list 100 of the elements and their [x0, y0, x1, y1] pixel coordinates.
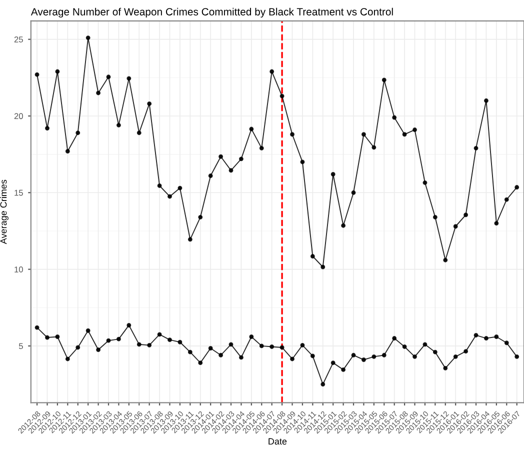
point: [157, 332, 162, 337]
point: [432, 214, 438, 220]
point: [382, 352, 386, 358]
point: [382, 78, 386, 82]
point: [402, 344, 407, 349]
point: [147, 342, 152, 348]
point: [198, 214, 203, 220]
point: [178, 186, 182, 190]
point: [259, 146, 264, 150]
point: [300, 160, 305, 164]
point: [341, 367, 346, 372]
point: [188, 237, 192, 242]
y-tick-label: 5: [18, 343, 23, 350]
point: [106, 338, 111, 343]
y-tick-label: 25: [14, 36, 23, 42]
point: [290, 356, 294, 362]
point: [157, 184, 162, 188]
point: [362, 132, 366, 137]
point: [402, 132, 407, 137]
point: [494, 334, 499, 339]
point: [86, 328, 90, 333]
point: [55, 334, 60, 339]
point: [422, 342, 428, 347]
point: [136, 130, 142, 136]
point: [126, 76, 132, 81]
y-tick-label: 20: [14, 113, 23, 120]
point: [514, 185, 520, 190]
point: [432, 350, 438, 354]
point: [464, 349, 468, 354]
point: [45, 335, 50, 340]
point: [412, 128, 417, 132]
point: [443, 366, 448, 370]
point: [320, 264, 326, 270]
point: [178, 340, 182, 344]
point: [65, 149, 70, 154]
point: [106, 74, 111, 80]
x-axis-title: Date: [268, 438, 287, 445]
point: [484, 336, 488, 341]
point: [474, 146, 478, 150]
point: [86, 36, 90, 40]
point: [270, 344, 274, 349]
point: [76, 130, 80, 136]
point: [280, 345, 284, 350]
point: [96, 90, 101, 96]
point: [330, 360, 336, 366]
y-tick-label: 10: [14, 266, 23, 272]
point: [494, 221, 499, 226]
point: [474, 332, 478, 338]
point: [34, 72, 40, 77]
point: [362, 358, 366, 362]
point: [290, 132, 294, 137]
point: [412, 354, 417, 359]
point: [116, 336, 121, 342]
point: [504, 197, 509, 202]
point: [392, 336, 397, 341]
point: [443, 258, 448, 262]
point: [228, 342, 234, 347]
point: [126, 323, 132, 328]
point: [320, 382, 326, 386]
point: [228, 168, 234, 173]
point: [116, 122, 121, 128]
point: [249, 334, 254, 339]
point: [351, 352, 356, 358]
y-axis-title: Average Crimes: [0, 180, 8, 244]
point: [351, 190, 356, 195]
y-tick-label: 15: [14, 190, 23, 196]
point: [208, 174, 213, 178]
point: [453, 354, 458, 359]
point: [392, 115, 397, 120]
point: [372, 354, 376, 359]
point: [218, 154, 224, 159]
point: [372, 145, 376, 150]
point: [147, 101, 152, 106]
point: [238, 355, 244, 360]
point: [310, 254, 315, 258]
point: [453, 224, 458, 229]
point: [76, 345, 80, 350]
point: [168, 194, 172, 199]
point: [208, 346, 213, 350]
point: [280, 94, 284, 98]
point: [504, 340, 509, 346]
point: [514, 354, 520, 359]
point: [270, 69, 274, 74]
point: [198, 360, 203, 366]
point: [464, 212, 468, 218]
point: [65, 356, 70, 362]
point: [218, 352, 224, 358]
point: [330, 172, 336, 176]
point: [300, 342, 305, 348]
chart-title: Average Number of Weapon Crimes Committed by Black Treatment vs Control: [30, 8, 393, 18]
point: [238, 156, 244, 162]
point: [422, 180, 428, 185]
point: [168, 338, 172, 342]
point: [34, 325, 40, 330]
point: [341, 223, 346, 228]
point: [259, 344, 264, 348]
point: [45, 126, 50, 130]
point: [310, 354, 315, 358]
point: [484, 98, 488, 103]
point: [136, 342, 142, 347]
